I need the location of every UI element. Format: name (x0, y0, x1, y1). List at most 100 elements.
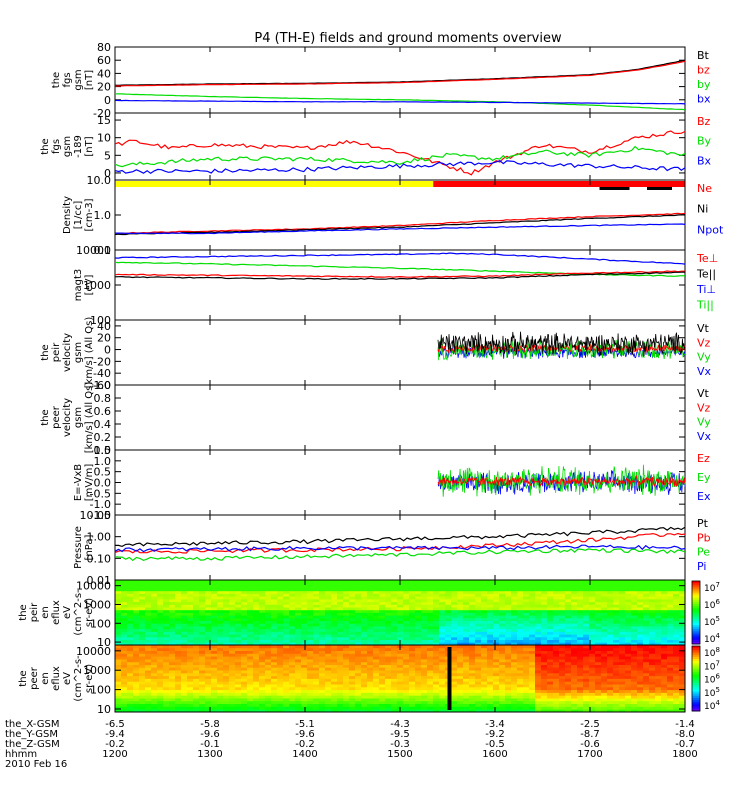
spec-cell (319, 659, 325, 662)
spec-cell (211, 640, 217, 643)
spec-cell (277, 684, 283, 687)
spec-cell (481, 634, 487, 637)
spec-cell (199, 583, 205, 586)
spec-cell (577, 615, 583, 618)
spec-cell (535, 613, 541, 616)
spec-cell (427, 706, 433, 709)
spec-cell (175, 701, 181, 704)
spec-cell (319, 684, 325, 687)
spec-cell (259, 687, 265, 690)
spec-cell (151, 596, 157, 599)
spec-cell (331, 701, 337, 704)
spec-cell (445, 604, 451, 607)
spec-cell (421, 667, 427, 670)
spec-cell (577, 701, 583, 704)
spec-cell (307, 681, 313, 684)
spec-cell (499, 640, 505, 643)
spec-cell (265, 607, 271, 610)
spec-cell (163, 656, 169, 659)
spec-cell (199, 618, 205, 621)
spec-cell (457, 676, 463, 679)
spec-cell (403, 690, 409, 693)
spec-cell (397, 588, 403, 591)
spec-cell (481, 607, 487, 610)
spec-cell (163, 673, 169, 676)
spec-cell (205, 618, 211, 621)
spec-cell (163, 706, 169, 709)
spec-cell (571, 594, 577, 597)
spec-cell (193, 591, 199, 594)
spec-cell (649, 632, 655, 635)
spec-cell (523, 623, 529, 626)
spec-cell (463, 610, 469, 613)
spec-cell (235, 604, 241, 607)
spec-cell (385, 704, 391, 707)
spec-cell (319, 704, 325, 707)
spec-cell (601, 679, 607, 682)
spec-cell (151, 679, 157, 682)
spec-cell (151, 623, 157, 626)
spec-cell (679, 679, 685, 682)
spec-cell (193, 681, 199, 684)
spec-cell (157, 659, 163, 662)
spec-cell (307, 585, 313, 588)
spec-cell (577, 653, 583, 656)
spec-cell (469, 687, 475, 690)
spec-cell (265, 653, 271, 656)
spec-cell (553, 588, 559, 591)
spec-cell (481, 690, 487, 693)
spec-cell (499, 687, 505, 690)
spec-cell (355, 626, 361, 629)
spec-cell (187, 679, 193, 682)
spec-cell (565, 583, 571, 586)
spec-cell (175, 656, 181, 659)
spec-cell (379, 637, 385, 640)
spec-cell (115, 681, 121, 684)
spec-cell (133, 607, 139, 610)
spec-cell (541, 594, 547, 597)
spec-cell (337, 659, 343, 662)
spec-cell (595, 613, 601, 616)
spec-cell (625, 681, 631, 684)
spec-cell (175, 591, 181, 594)
spec-cell (517, 634, 523, 637)
spec-cell (565, 651, 571, 654)
spec-cell (133, 670, 139, 673)
spec-cell (673, 681, 679, 684)
spec-cell (373, 610, 379, 613)
spec-cell (355, 706, 361, 709)
spec-cell (409, 583, 415, 586)
spec-cell (523, 618, 529, 621)
spec-cell (505, 670, 511, 673)
spec-cell (325, 596, 331, 599)
spec-cell (295, 634, 301, 637)
spec-cell (229, 618, 235, 621)
spec-cell (619, 640, 625, 643)
spec-cell (277, 667, 283, 670)
spec-cell (265, 613, 271, 616)
spec-cell (499, 634, 505, 637)
spec-cell (121, 656, 127, 659)
spec-cell (583, 613, 589, 616)
spec-cell (583, 632, 589, 635)
spec-cell (505, 596, 511, 599)
spec-cell (235, 676, 241, 679)
spec-cell (517, 632, 523, 635)
spec-cell (307, 690, 313, 693)
spec-cell (427, 656, 433, 659)
spec-cell (127, 629, 133, 632)
spec-cell (367, 648, 373, 651)
spec-cell (229, 583, 235, 586)
spec-cell (619, 596, 625, 599)
spec-cell (241, 662, 247, 665)
spec-cell (181, 599, 187, 602)
spec-cell (457, 701, 463, 704)
spec-cell (373, 596, 379, 599)
spec-cell (349, 701, 355, 704)
spec-cell (637, 621, 643, 624)
spec-cell (187, 653, 193, 656)
spec-cell (637, 637, 643, 640)
spec-cell (241, 695, 247, 698)
spec-cell (121, 687, 127, 690)
spec-cell (463, 684, 469, 687)
